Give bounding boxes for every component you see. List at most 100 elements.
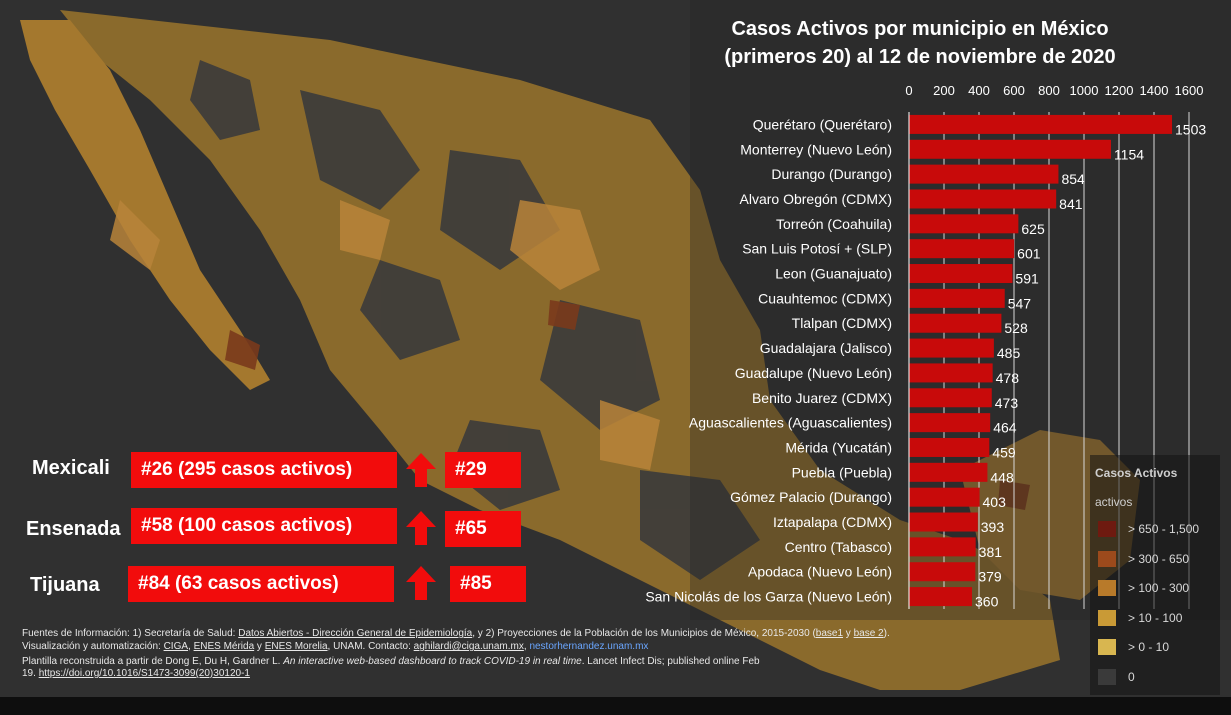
contact-link-2[interactable]: nestorhernandez.unam.mx xyxy=(529,641,649,652)
source-text: 19. xyxy=(22,668,39,679)
legend-swatch xyxy=(1098,580,1116,596)
category-label: Mérida (Yucatán) xyxy=(785,439,892,455)
legend-swatch xyxy=(1098,521,1116,537)
x-tick-label: 600 xyxy=(1003,83,1025,98)
x-tick-label: 1600 xyxy=(1175,83,1204,98)
value-label: 381 xyxy=(979,544,1003,560)
value-label: 854 xyxy=(1061,171,1085,187)
category-label: Aguascalientes (Aguascalientes) xyxy=(689,415,892,431)
legend-title: Casos Activos xyxy=(1095,466,1178,480)
x-tick-label: 0 xyxy=(905,83,912,98)
category-label: Alvaro Obregón (CDMX) xyxy=(740,191,893,207)
source-link-base2[interactable]: base 2 xyxy=(853,628,884,639)
source-text: ). xyxy=(883,628,890,639)
x-tick-label: 1200 xyxy=(1105,83,1134,98)
value-label: 485 xyxy=(997,345,1021,361)
category-label: Leon (Guanajuato) xyxy=(775,266,892,282)
category-label: Guadalajara (Jalisco) xyxy=(760,340,892,356)
doi-link[interactable]: https://doi.org/10.1016/S1473-3099(20)30… xyxy=(38,668,250,679)
x-tick-label: 1000 xyxy=(1070,83,1099,98)
bar xyxy=(909,164,1059,184)
up-arrow-icon xyxy=(406,453,436,487)
bar xyxy=(909,413,991,433)
city-label: Tijuana xyxy=(30,574,100,596)
bar xyxy=(909,388,992,408)
legend-swatch xyxy=(1098,550,1116,567)
category-label: Cuauhtemoc (CDMX) xyxy=(758,290,892,306)
bar-chart: 0 200 400 600 800 1000 1200 1400 1600 Querétaro (… xyxy=(645,83,1206,610)
legend-swatch xyxy=(1098,668,1116,685)
legend-label: > 0 - 10 xyxy=(1128,640,1170,654)
legend-swatch xyxy=(1098,609,1116,626)
value-label: 625 xyxy=(1021,221,1045,237)
bar xyxy=(909,587,972,607)
city-label: Mexicali xyxy=(32,457,110,479)
bar xyxy=(909,537,976,557)
source-text: Fuentes de Información: 1) Secretaría de… xyxy=(22,628,239,639)
source-text: , UNAM. Contacto: xyxy=(327,641,414,652)
source-link-ciga[interactable]: CIGA xyxy=(163,641,189,652)
source-text: y xyxy=(843,628,854,639)
value-label: 547 xyxy=(1008,295,1032,311)
contact-email-link[interactable]: aghilardi@ciga.unam.mx xyxy=(413,641,524,652)
rank-box: #84 (63 casos activos) xyxy=(128,566,394,602)
rank-box: #58 (100 casos activos) xyxy=(131,508,397,544)
up-arrow-icon xyxy=(406,566,436,600)
prev-rank-box: #65 xyxy=(445,511,521,547)
value-label: 478 xyxy=(996,370,1020,386)
value-label: 1154 xyxy=(1114,146,1144,162)
source-text: . Lancet Infect Dis; published online Fe… xyxy=(581,656,760,667)
bar xyxy=(909,562,976,582)
bar xyxy=(909,437,990,457)
category-label: Guadalupe (Nuevo León) xyxy=(735,365,892,381)
source-link-epidemiologia[interactable]: Datos Abiertos - Dirección General de Ep… xyxy=(238,628,473,639)
chart-title-line-1: Casos Activos por municipio en México xyxy=(731,18,1109,40)
value-label: 379 xyxy=(978,569,1002,585)
legend-label: 0 xyxy=(1128,669,1135,684)
legend-label: > 300 - 650 xyxy=(1128,551,1190,566)
source-text: , xyxy=(523,641,530,652)
category-label: San Nicolás de los Garza (Nuevo León) xyxy=(645,589,892,605)
bottom-bar xyxy=(0,697,1231,715)
category-label: Benito Juarez (CDMX) xyxy=(752,390,892,406)
category-label: Querétaro (Querétaro) xyxy=(753,116,892,132)
value-label: 360 xyxy=(975,594,999,610)
rank-box: #26 (295 casos activos) xyxy=(131,452,397,488)
bar xyxy=(909,313,1002,333)
legend-swatch xyxy=(1098,639,1116,655)
bar xyxy=(909,512,978,532)
source-link-base1[interactable]: base1 xyxy=(815,628,844,639)
bar xyxy=(909,189,1057,209)
source-text: , y 2) Proyecciones de la Población de l… xyxy=(472,628,816,639)
category-label: San Luis Potosí + (SLP) xyxy=(742,241,892,257)
value-label: 393 xyxy=(981,519,1005,535)
legend-label: > 10 - 100 xyxy=(1128,610,1183,625)
source-line-1: Fuentes de Información: 1) Secretaría de… xyxy=(22,628,890,640)
up-arrow-icon xyxy=(406,511,436,545)
value-label: 448 xyxy=(990,469,1014,485)
source-link-enes-morelia[interactable]: ENES Morelia xyxy=(264,641,328,652)
source-line-3: Plantilla reconstruida a partir de Dong … xyxy=(22,656,760,668)
prev-rank-box: #85 xyxy=(450,566,526,602)
category-label: Durango (Durango) xyxy=(771,166,892,182)
x-tick-label: 800 xyxy=(1038,83,1060,98)
value-label: 841 xyxy=(1059,196,1083,212)
value-label: 591 xyxy=(1015,271,1039,287)
source-citation-title: An interactive web-based dashboard to tr… xyxy=(283,656,582,667)
category-label: Puebla (Puebla) xyxy=(792,464,892,480)
value-label: 464 xyxy=(993,420,1017,436)
legend-label: > 100 - 300 xyxy=(1128,581,1190,595)
source-link-enes-merida[interactable]: ENES Mérida xyxy=(193,641,255,652)
category-label: Centro (Tabasco) xyxy=(785,539,892,555)
bar xyxy=(909,264,1013,284)
chart-title-line-2: (primeros 20) al 12 de noviembre de 2020 xyxy=(724,46,1116,68)
x-tick-label: 1400 xyxy=(1140,83,1169,98)
bar xyxy=(909,114,1173,134)
category-label: Gómez Palacio (Durango) xyxy=(730,489,892,505)
value-label: 403 xyxy=(983,494,1007,510)
x-tick-label: 200 xyxy=(933,83,955,98)
bar xyxy=(909,139,1111,159)
prev-rank-box: #29 xyxy=(445,452,521,488)
category-label: Tlalpan (CDMX) xyxy=(792,315,892,331)
bar xyxy=(909,363,993,383)
